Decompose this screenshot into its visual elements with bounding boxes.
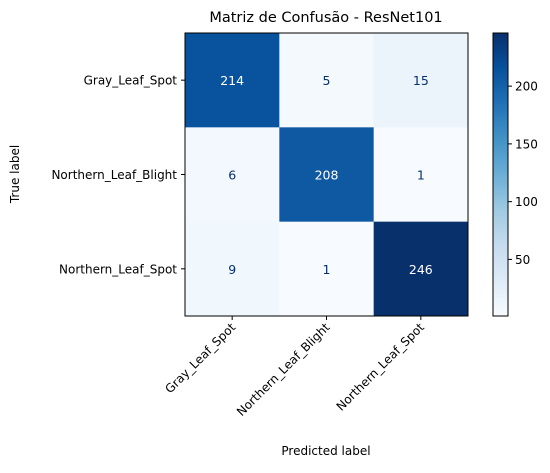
heatmap-cell <box>279 221 375 317</box>
cell-value-labels: 214 5 15 6 208 1 9 1 246 <box>220 73 433 277</box>
colorbar-tick-label: 200 <box>515 80 538 94</box>
cell-value-label: 6 <box>228 168 236 183</box>
cell-value-label: 1 <box>417 168 425 183</box>
cell-value-label: 1 <box>323 262 331 277</box>
cell-value-label: 214 <box>220 73 244 88</box>
cell-value-label: 208 <box>315 168 339 183</box>
heatmap-cell <box>185 127 280 223</box>
heatmap-cell <box>373 33 469 128</box>
colorbar-tick-label: 50 <box>515 253 530 267</box>
colorbar-tick-labels: 50 100 150 200 <box>508 80 538 267</box>
y-tick-label: Northern_Leaf_Blight <box>51 168 177 182</box>
cell-value-label: 246 <box>409 262 433 277</box>
colorbar-tick-label: 150 <box>515 137 538 151</box>
heatmap-cell <box>373 127 469 223</box>
x-tick-label: Northern_Leaf_Blight <box>234 320 333 419</box>
cell-value-label: 5 <box>323 73 331 88</box>
heatmap-cell <box>373 221 469 317</box>
x-axis-label: Predicted label <box>281 444 370 458</box>
heatmap-cell <box>185 221 280 317</box>
y-tick-label: Northern_Leaf_Spot <box>59 262 177 276</box>
x-tick-label: Gray_Leaf_Spot <box>162 320 238 396</box>
colorbar <box>492 32 509 317</box>
cell-value-label: 9 <box>228 262 236 277</box>
heatmap-cells <box>185 33 469 317</box>
x-tick-label: Northern_Leaf_Spot <box>334 320 428 414</box>
heatmap-cell <box>279 127 375 223</box>
chart-title: Matriz de Confusão - ResNet101 <box>209 10 442 26</box>
y-axis-label: True label <box>8 145 22 204</box>
y-tick-label: Gray_Leaf_Spot <box>84 74 178 88</box>
colorbar-tick-label: 100 <box>515 195 538 209</box>
cell-value-label: 15 <box>413 73 429 88</box>
heatmap-cell <box>185 33 280 128</box>
heatmap-cell <box>279 33 375 128</box>
y-tick-labels: Gray_Leaf_Spot Northern_Leaf_Blight Northe… <box>51 74 185 276</box>
